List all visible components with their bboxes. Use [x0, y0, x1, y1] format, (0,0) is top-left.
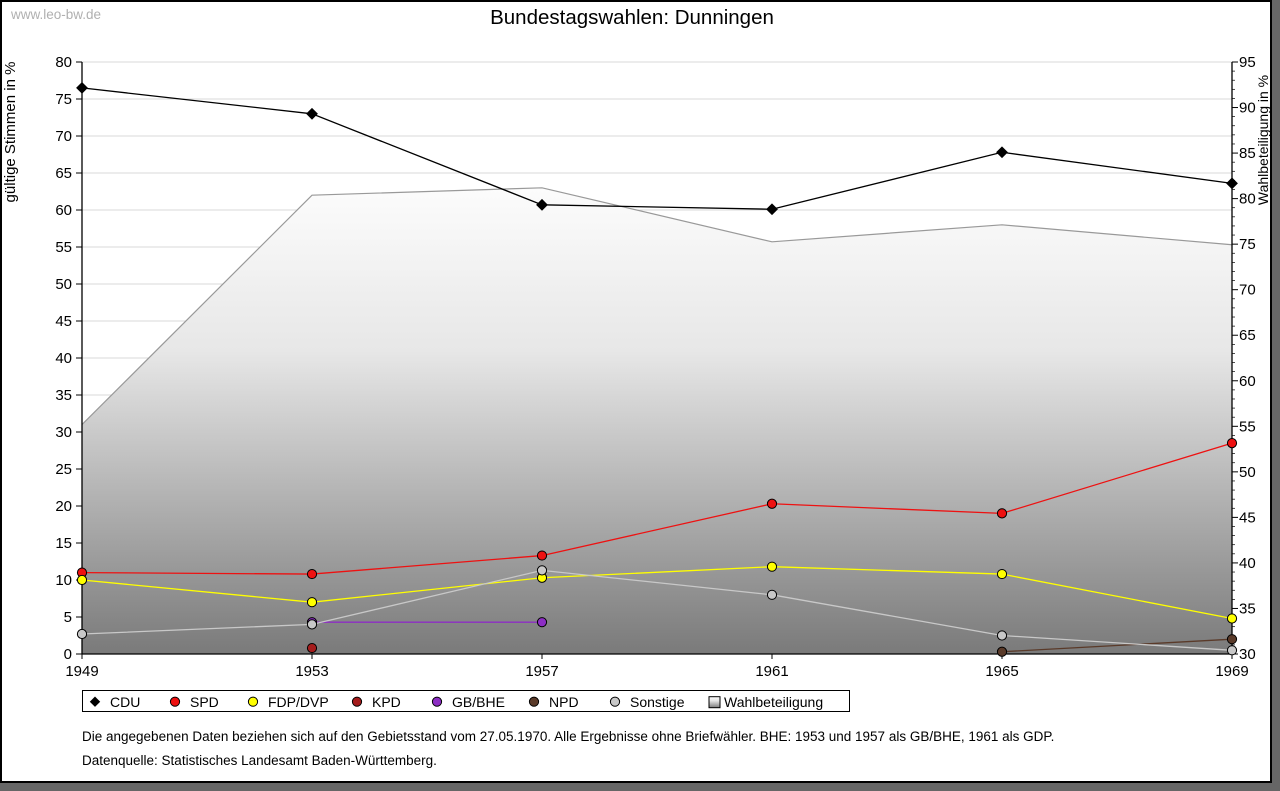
svg-text:30: 30 [1239, 646, 1256, 663]
svg-text:75: 75 [55, 91, 72, 108]
svg-text:5: 5 [64, 609, 72, 626]
svg-text:10: 10 [55, 572, 72, 589]
svg-text:1961: 1961 [755, 663, 788, 680]
svg-text:55: 55 [1239, 418, 1256, 435]
svg-text:15: 15 [55, 535, 72, 552]
svg-text:60: 60 [1239, 373, 1256, 390]
svg-text:50: 50 [1239, 464, 1256, 481]
svg-text:1965: 1965 [985, 663, 1018, 680]
svg-text:25: 25 [55, 461, 72, 478]
svg-text:40: 40 [55, 350, 72, 367]
svg-text:65: 65 [55, 165, 72, 182]
svg-text:80: 80 [55, 54, 72, 71]
svg-text:Wahlbeteiligung in %: Wahlbeteiligung in % [1255, 75, 1271, 205]
svg-text:85: 85 [1239, 145, 1256, 162]
svg-text:70: 70 [1239, 282, 1256, 299]
svg-text:20: 20 [55, 498, 72, 515]
svg-text:35: 35 [1239, 600, 1256, 617]
svg-text:65: 65 [1239, 327, 1256, 344]
svg-text:30: 30 [55, 424, 72, 441]
svg-text:1969: 1969 [1215, 663, 1248, 680]
svg-text:0: 0 [64, 646, 72, 663]
svg-text:90: 90 [1239, 100, 1256, 117]
svg-text:1949: 1949 [65, 663, 98, 680]
svg-text:70: 70 [55, 128, 72, 145]
svg-text:95: 95 [1239, 54, 1256, 71]
svg-text:50: 50 [55, 276, 72, 293]
svg-text:gültige Stimmen in %: gültige Stimmen in % [2, 62, 19, 203]
svg-text:55: 55 [55, 239, 72, 256]
svg-text:35: 35 [55, 387, 72, 404]
svg-text:1953: 1953 [295, 663, 328, 680]
svg-text:45: 45 [1239, 509, 1256, 526]
svg-text:40: 40 [1239, 555, 1256, 572]
svg-text:75: 75 [1239, 236, 1256, 253]
svg-text:60: 60 [55, 202, 72, 219]
svg-text:45: 45 [55, 313, 72, 330]
svg-text:1957: 1957 [525, 663, 558, 680]
svg-text:80: 80 [1239, 191, 1256, 208]
